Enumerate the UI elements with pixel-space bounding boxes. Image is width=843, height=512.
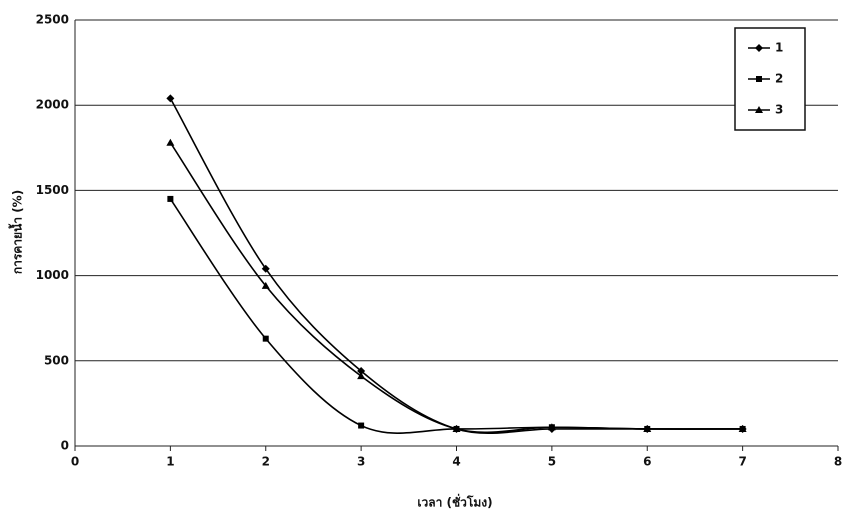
- marker: [547, 423, 556, 431]
- y-tick-label: 0: [61, 439, 69, 453]
- marker: [166, 94, 175, 103]
- x-tick-label: 7: [738, 455, 746, 469]
- marker: [261, 281, 270, 289]
- marker: [261, 264, 270, 273]
- series-line: [169, 97, 743, 435]
- x-tick-label: 3: [357, 455, 365, 469]
- x-tick-label: 6: [643, 455, 651, 469]
- series-line: [169, 198, 743, 434]
- marker: [738, 424, 747, 432]
- y-tick-label: 2000: [36, 98, 69, 112]
- x-tick-label: 0: [71, 455, 79, 469]
- x-tick-label: 4: [452, 455, 460, 469]
- marker: [358, 422, 365, 429]
- marker: [166, 138, 175, 146]
- legend-label: 3: [775, 103, 783, 117]
- x-tick-label: 8: [834, 455, 842, 469]
- marker: [755, 44, 763, 52]
- series-line: [169, 142, 743, 434]
- marker: [262, 335, 269, 342]
- y-tick-label: 1500: [36, 183, 69, 197]
- marker: [755, 106, 763, 113]
- marker: [756, 76, 762, 82]
- x-tick-label: 1: [166, 455, 174, 469]
- legend: 1 2 3: [734, 27, 806, 131]
- legend-label: 2: [775, 72, 783, 86]
- y-tick-label: 2500: [36, 13, 69, 27]
- marker: [452, 424, 461, 432]
- x-tick-label: 5: [548, 455, 556, 469]
- y-axis-label: การคายน้ำ (%): [8, 190, 25, 274]
- x-axis-label: เวลา (ชั่วโมง): [417, 494, 492, 510]
- y-tick-label: 500: [44, 353, 69, 367]
- y-tick-label: 1000: [36, 268, 69, 282]
- x-tick-label: 2: [262, 455, 270, 469]
- marker: [643, 424, 652, 432]
- marker: [167, 195, 174, 202]
- marker: [357, 372, 366, 380]
- marker: [357, 367, 366, 376]
- legend-label: 1: [775, 41, 783, 55]
